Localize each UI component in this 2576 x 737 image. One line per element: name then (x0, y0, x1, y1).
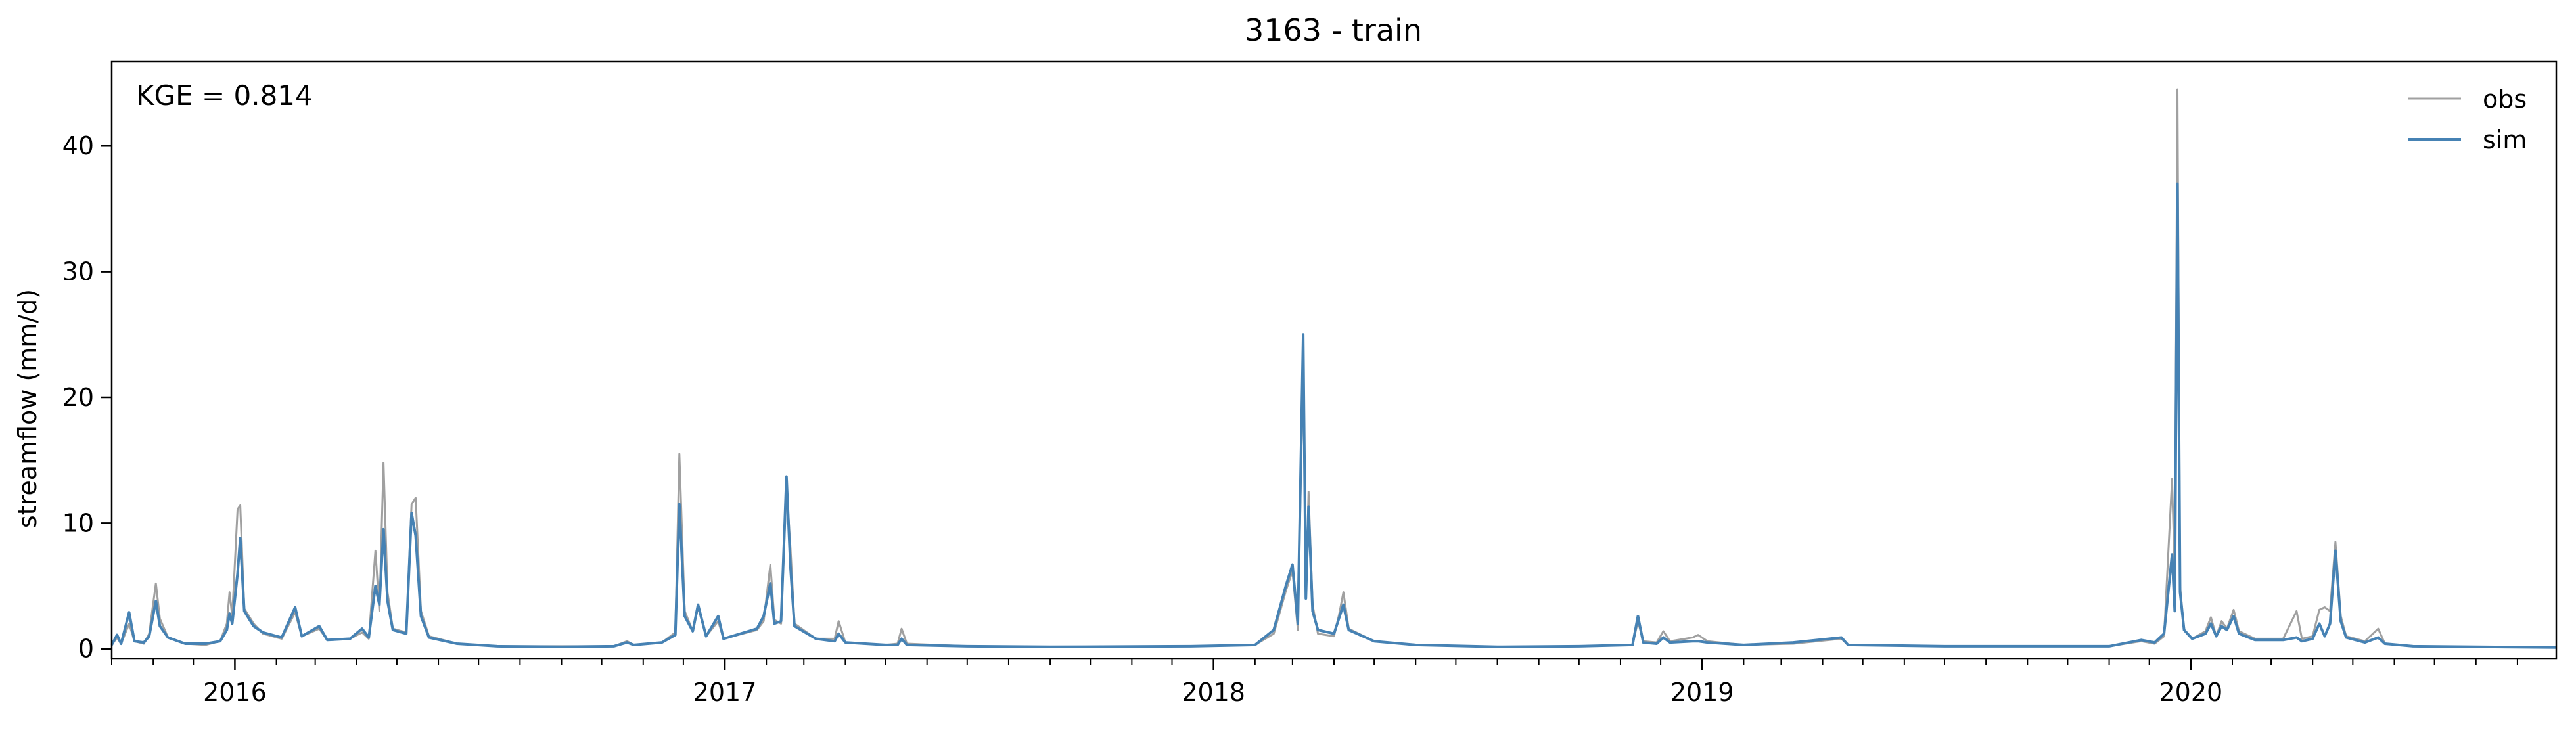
legend: obs sim (2408, 85, 2527, 154)
x-tick-label: 2020 (2159, 678, 2222, 707)
y-tick-label: 40 (62, 131, 94, 160)
y-axis-ticks: 0 10 20 30 40 (62, 131, 112, 663)
series-layer (110, 88, 2557, 649)
kge-annotation: KGE = 0.814 (136, 79, 313, 112)
legend-label-obs: obs (2483, 85, 2527, 114)
x-tick-label: 2016 (203, 678, 267, 707)
legend-label-sim: sim (2483, 125, 2527, 154)
x-tick-label: 2017 (693, 678, 757, 707)
y-tick-label: 30 (62, 257, 94, 286)
series-line-sim (110, 182, 2557, 649)
x-axis-ticks: 2016 2017 2018 2019 2020 (111, 659, 2518, 707)
y-axis-label: streamflow (mm/d) (13, 289, 42, 528)
y-tick-label: 20 (62, 383, 94, 412)
x-tick-label: 2019 (1670, 678, 1734, 707)
plot-area: 2016 2017 2018 2019 2020 0 10 20 30 40 (62, 60, 2558, 707)
chart-title: 3163 - train (1245, 12, 1422, 48)
y-tick-label: 10 (62, 508, 94, 537)
y-tick-label: 0 (78, 635, 94, 663)
x-tick-label: 2018 (1182, 678, 1245, 707)
